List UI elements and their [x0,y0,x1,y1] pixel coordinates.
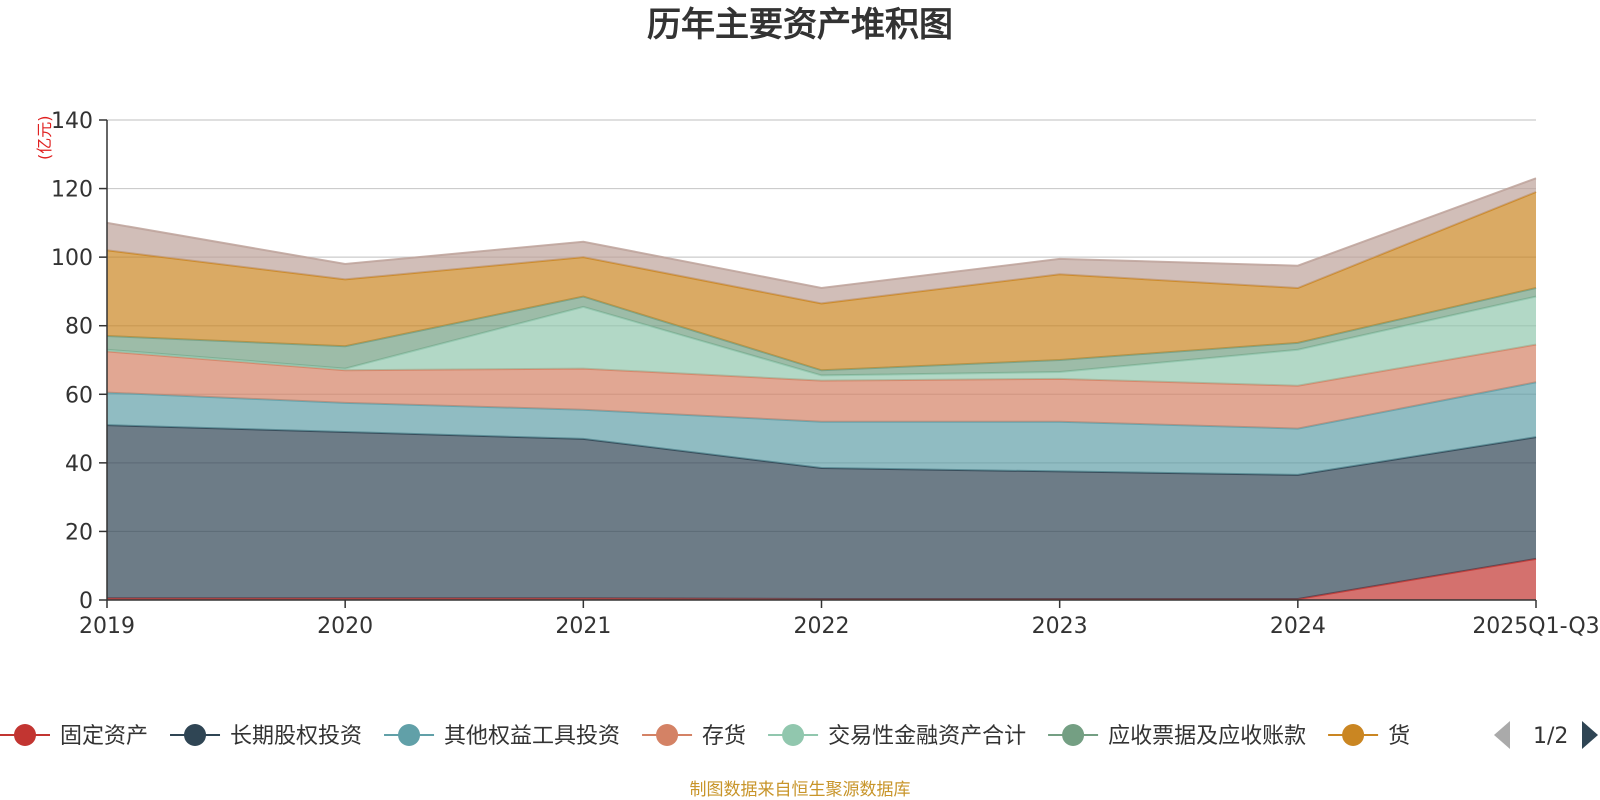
legend-label-0: 固定资产 [60,724,148,749]
legend-item-4[interactable]: 交易性金融资产合计 [768,724,1026,749]
x-tick-label-0: 2019 [79,614,135,639]
area-series-6 [107,192,1536,371]
legend-item-6[interactable]: 货 [1328,724,1410,749]
legend-item-5[interactable]: 应收票据及应收账款 [1048,724,1306,749]
y-tick-label-80: 80 [65,315,93,340]
line-series-7 [106,177,1537,290]
legend-marker-icon [398,724,421,746]
legend-label-5: 应收票据及应收账款 [1108,724,1306,749]
legend-label-2: 其他权益工具投资 [444,724,620,749]
legend-label-3: 存货 [702,724,746,749]
series-areas [106,177,1537,600]
legend-item-2[interactable]: 其他权益工具投资 [384,724,620,749]
x-tick-label-2: 2021 [555,614,611,639]
x-tick-label-4: 2023 [1032,614,1088,639]
legend-item-0[interactable]: 固定资产 [0,724,148,749]
y-tick-label-40: 40 [65,452,93,477]
y-tick-label-60: 60 [65,383,93,408]
axes: 0 20 40 60 80 100 120 140 2019 2020 2021 2022 2023 20… [51,109,1600,639]
legend-item-1[interactable]: 长期股权投资 [170,724,362,749]
chart-title: 历年主要资产堆积图 [647,5,953,45]
legend-marker-icon [14,724,36,746]
legend-label-1: 长期股权投资 [230,724,362,749]
legend-label-4: 交易性金融资产合计 [828,724,1026,749]
x-tick-label-3: 2022 [794,614,850,639]
legend-page-indicator: 1/2 [1533,724,1568,749]
line-series-6 [106,191,1537,305]
legend-marker-icon [656,724,679,746]
y-tick-label-120: 120 [51,178,93,203]
y-tick-label-20: 20 [65,520,93,545]
area-series-4 [107,296,1536,386]
area-series-3 [107,344,1536,429]
x-tick-label-6: 2025Q1-Q3 [1472,614,1599,639]
y-tick-label-140: 140 [51,109,93,134]
legend-marker-icon [1342,724,1365,746]
y-tick-label-0: 0 [79,589,93,614]
legend-marker-icon [782,724,805,746]
legend-marker-icon [184,724,207,746]
legend-marker-icon [1062,724,1085,746]
y-tick-label-100: 100 [51,246,93,271]
area-series-5 [107,288,1536,376]
x-tick-label-5: 2024 [1270,614,1326,639]
triangle-right-icon[interactable] [1582,721,1598,749]
area-series-2 [107,382,1536,475]
legend: 固定资产 长期股权投资 其他权益工具投资 存货 交易性金融资产合计 应收票据及应收账款 货 1… [0,721,1598,749]
legend-item-3[interactable]: 存货 [642,724,746,749]
triangle-left-icon[interactable] [1494,721,1510,749]
x-tick-label-1: 2020 [317,614,373,639]
area-series-7 [107,178,1536,304]
area-series-0 [107,558,1536,600]
data-source-footer: 制图数据来自恒生聚源数据库 [690,780,911,800]
legend-label-6: 货 [1388,724,1410,749]
y-axis-unit-label: (亿元) [35,116,54,161]
area-series-1 [107,425,1536,599]
